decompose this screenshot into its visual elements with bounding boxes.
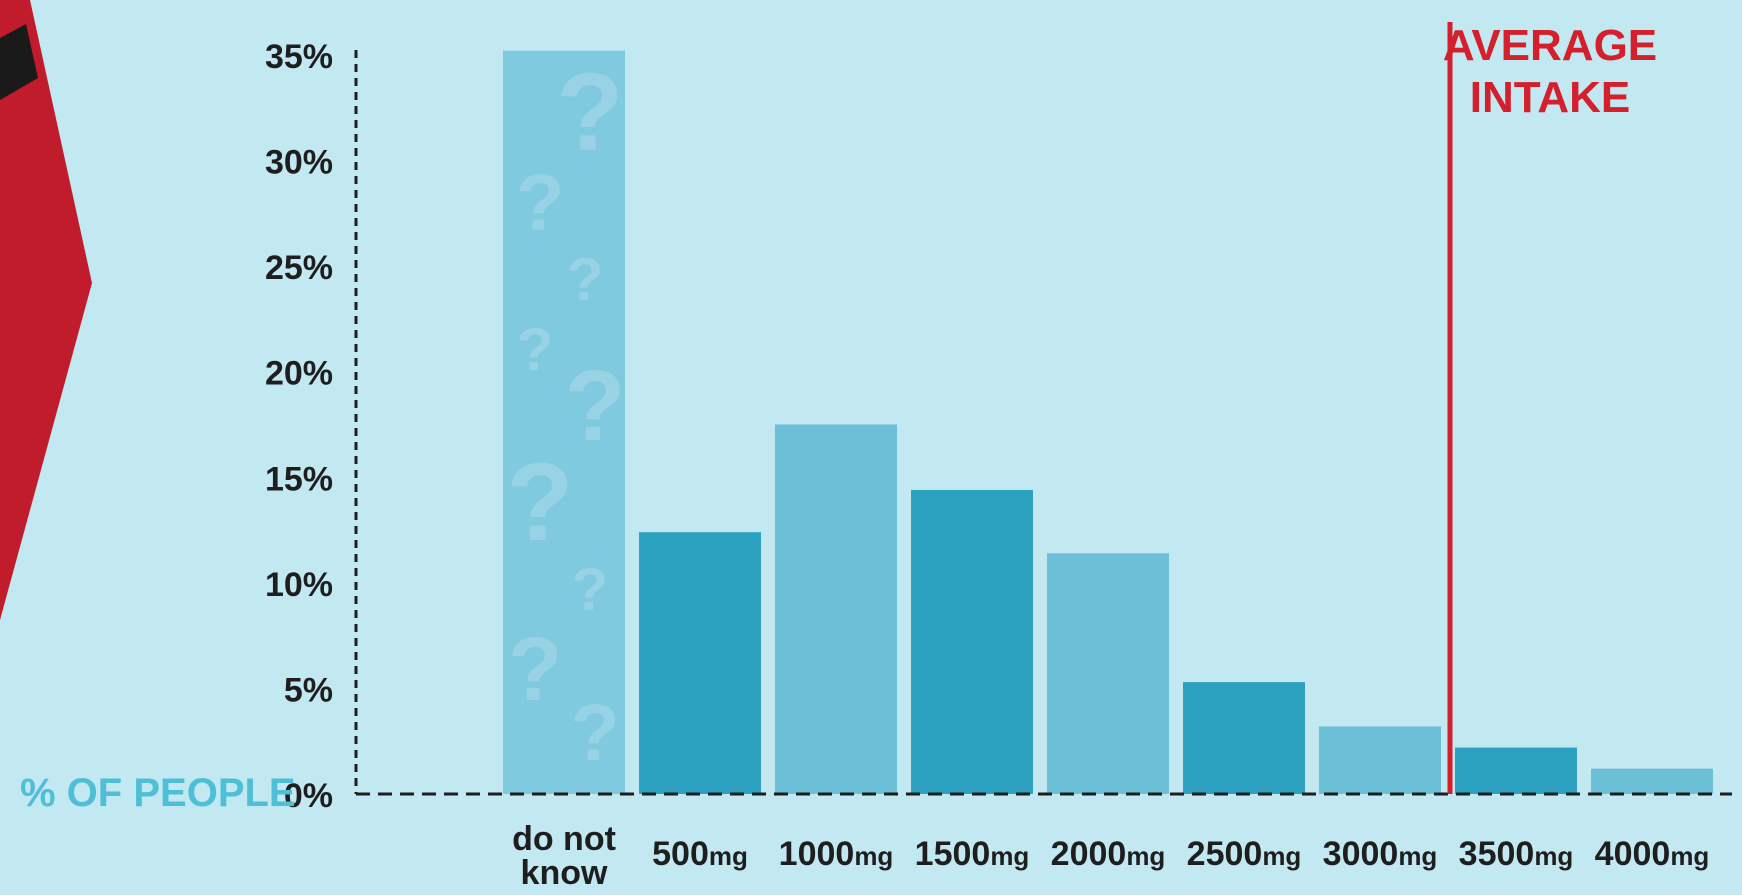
question-mark-icon: ? [516, 158, 565, 247]
x-tick-label: 1500mg [915, 835, 1030, 873]
y-tick-label: 25% [265, 249, 333, 287]
question-marks-decoration: ????????? [506, 51, 625, 777]
x-tick-label: 4000mg [1595, 835, 1710, 873]
y-tick-label: 35% [265, 38, 333, 76]
x-tick-label: 2000mg [1051, 835, 1166, 873]
question-mark-icon: ? [571, 688, 620, 777]
y-tick-label: 30% [265, 144, 333, 182]
bar [911, 489, 1033, 794]
bar [775, 424, 897, 794]
decorative-shape [0, 0, 92, 620]
y-tick-labels: 0% 5% 10% 15% 20% 25% 30% 35% [265, 38, 333, 815]
x-tick-label: 2500mg [1187, 835, 1302, 873]
bar [1047, 553, 1169, 794]
x-tick-label: 3500mg [1459, 835, 1574, 873]
bar [1183, 682, 1305, 794]
average-intake-label-line2: INTAKE [1470, 73, 1631, 122]
y-tick-label: 0% [284, 777, 333, 815]
y-tick-label: 20% [265, 355, 333, 393]
bar [1319, 726, 1441, 794]
y-tick-label: 5% [284, 671, 333, 709]
question-mark-icon: ? [508, 620, 563, 720]
question-mark-icon: ? [564, 350, 625, 462]
x-tick-label: 3000mg [1323, 835, 1438, 873]
red-arrow-shape [0, 0, 92, 620]
question-mark-icon: ? [517, 316, 554, 383]
bar [503, 50, 625, 794]
average-intake-label-line1: AVERAGE [1443, 21, 1657, 70]
black-stripe [0, 24, 38, 100]
x-category-labels: do not know 500mg 1000mg 1500mg 2000mg 2500mg 3… [512, 820, 1709, 892]
question-mark-icon: ? [572, 556, 609, 623]
bars-group [503, 50, 1713, 794]
bar [639, 532, 761, 794]
question-mark-icon: ? [567, 246, 604, 313]
bar [1591, 768, 1713, 794]
bar [1455, 747, 1577, 794]
x-tick-label: 500mg [652, 835, 748, 873]
question-mark-icon: ? [556, 51, 623, 174]
x-tick-label: do not know [512, 820, 616, 892]
question-mark-icon: ? [506, 441, 573, 564]
y-tick-label: 10% [265, 566, 333, 604]
y-tick-label: 15% [265, 460, 333, 498]
x-tick-label: 1000mg [779, 835, 894, 873]
y-axis-label: % OF PEOPLE [20, 771, 296, 815]
